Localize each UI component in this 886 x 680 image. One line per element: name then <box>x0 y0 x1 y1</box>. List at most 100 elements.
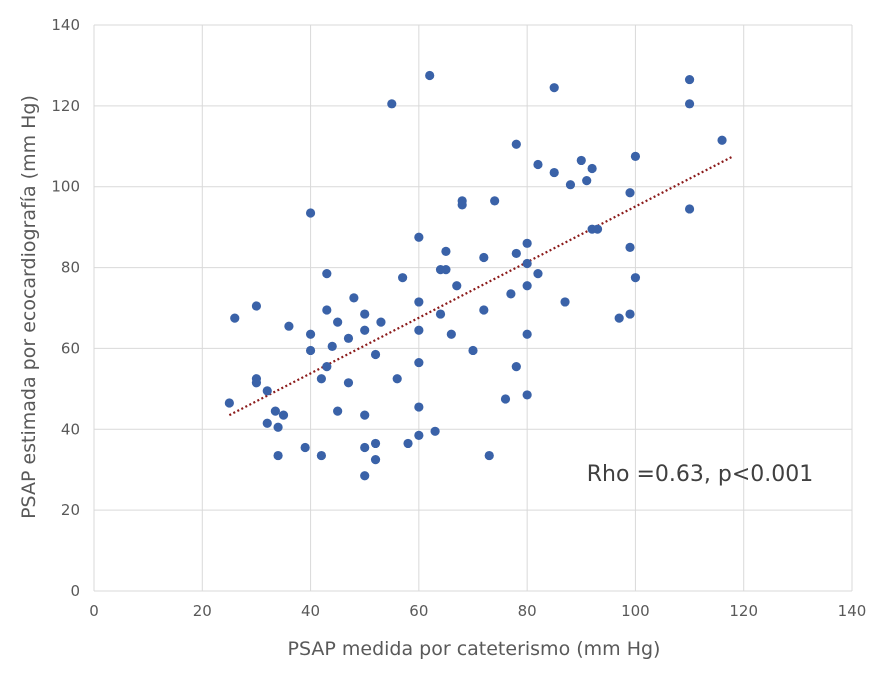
data-point <box>316 374 326 384</box>
data-point <box>533 159 543 170</box>
data-point <box>414 325 424 335</box>
y-tick-label: 100 <box>51 178 80 196</box>
data-point <box>522 390 532 400</box>
data-points <box>224 70 727 481</box>
data-point <box>273 422 283 432</box>
data-point <box>284 321 294 331</box>
data-point <box>625 188 635 198</box>
data-point <box>560 297 570 307</box>
data-point <box>630 151 641 161</box>
y-tick-label: 20 <box>61 501 80 519</box>
data-point <box>490 196 500 206</box>
data-point <box>370 438 381 449</box>
data-point <box>522 329 532 339</box>
data-point <box>316 450 326 461</box>
x-tick-label: 80 <box>518 602 537 620</box>
y-tick-label: 40 <box>61 420 80 438</box>
y-tick-label: 120 <box>51 97 80 115</box>
grid-lines <box>93 24 853 592</box>
y-tick-label: 80 <box>61 259 80 277</box>
data-point <box>565 180 576 190</box>
trendline <box>228 155 734 417</box>
data-point <box>398 273 408 283</box>
data-point <box>230 313 240 323</box>
data-point <box>360 410 370 420</box>
data-point <box>549 167 559 178</box>
data-point <box>349 293 359 303</box>
x-tick-labels: 0 20 40 60 80 100 120 140 <box>89 602 866 620</box>
data-point <box>392 374 402 384</box>
data-point <box>370 455 381 465</box>
data-point <box>305 345 316 356</box>
data-point <box>522 258 532 269</box>
y-tick-label: 60 <box>61 339 80 357</box>
data-point <box>592 224 603 234</box>
data-point <box>300 442 310 453</box>
data-point <box>441 264 451 275</box>
data-point <box>457 200 467 210</box>
data-point <box>500 394 511 404</box>
data-point <box>533 269 543 279</box>
data-point <box>441 246 451 256</box>
x-tick-label: 40 <box>301 602 320 620</box>
x-tick-label: 100 <box>621 602 650 620</box>
data-point <box>262 418 272 428</box>
data-point <box>684 204 695 214</box>
data-point <box>360 442 370 453</box>
data-point <box>370 349 381 360</box>
data-point <box>587 163 597 174</box>
data-point <box>511 139 521 149</box>
x-axis-title: PSAP medida por cateterismo (mm Hg) <box>288 638 661 660</box>
x-tick-label: 60 <box>409 602 428 620</box>
data-point <box>376 317 386 327</box>
data-point <box>414 430 424 440</box>
data-point <box>435 309 446 319</box>
data-point <box>403 438 413 449</box>
data-point <box>251 301 262 311</box>
data-point <box>717 135 727 145</box>
data-point <box>322 305 332 315</box>
data-point <box>414 232 424 242</box>
data-point <box>270 406 280 416</box>
data-point <box>614 313 624 323</box>
data-point <box>630 273 641 283</box>
data-point <box>273 450 283 461</box>
y-tick-label: 140 <box>51 16 80 34</box>
data-point <box>684 99 695 109</box>
data-point <box>322 269 332 279</box>
y-tick-label: 0 <box>70 582 80 600</box>
data-point <box>576 155 586 166</box>
data-point <box>414 297 424 307</box>
data-point <box>387 99 397 109</box>
data-point <box>343 333 354 343</box>
data-point <box>625 309 635 319</box>
data-point <box>522 281 532 291</box>
data-point <box>452 281 462 291</box>
correlation-annotation: Rho =0.63, p<0.001 <box>587 462 813 487</box>
data-point <box>582 176 592 186</box>
data-point <box>224 398 234 408</box>
data-point <box>625 242 635 252</box>
data-point <box>327 341 337 352</box>
data-point <box>333 406 343 416</box>
x-tick-label: 120 <box>729 602 758 620</box>
data-point <box>468 345 478 356</box>
data-point <box>251 378 262 388</box>
y-tick-labels: 0 20 40 60 80 100 120 140 <box>51 16 80 600</box>
data-point <box>305 329 316 339</box>
data-point <box>360 309 370 319</box>
data-point <box>479 305 489 315</box>
data-point <box>511 362 521 372</box>
data-point <box>684 74 695 85</box>
data-point <box>343 378 354 388</box>
data-point <box>506 289 516 299</box>
data-point <box>414 357 424 368</box>
data-point <box>278 410 289 420</box>
trendline-layer <box>228 155 734 417</box>
data-point <box>479 252 489 263</box>
x-tick-label: 20 <box>193 602 212 620</box>
data-point <box>522 238 532 248</box>
data-point <box>262 386 272 396</box>
x-tick-label: 0 <box>89 602 99 620</box>
